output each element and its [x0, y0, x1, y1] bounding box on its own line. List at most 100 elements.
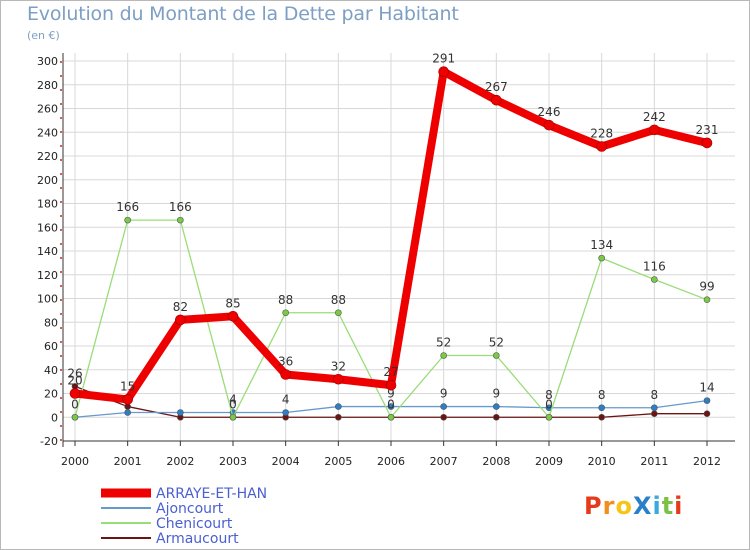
data-point-arraye-et-han [543, 119, 555, 131]
data-point-arraye-et-han [122, 394, 133, 405]
data-label-arraye-et-han: 85 [225, 296, 240, 310]
data-point-ajoncourt [335, 403, 342, 410]
data-point-chenicourt [440, 352, 447, 359]
data-label-ajoncourt: 8 [651, 388, 659, 402]
data-point-armaucourt [651, 410, 658, 417]
y-tick-label: 80 [44, 316, 58, 329]
x-tick-label: 2003 [219, 455, 247, 468]
x-tick-label: 2004 [272, 455, 300, 468]
data-point-arraye-et-han [596, 141, 607, 152]
data-label-ajoncourt: 9 [387, 387, 395, 401]
data-label-armaucourt: 26 [67, 366, 82, 380]
y-tick-label: 60 [44, 340, 58, 353]
data-point-arraye-et-han [438, 66, 449, 77]
legend-label-chenicourt: Chenicourt [156, 516, 233, 532]
y-tick-label: 220 [37, 150, 58, 163]
data-label-ajoncourt: 14 [699, 381, 714, 395]
data-label-ajoncourt: 4 [229, 393, 237, 407]
y-tick-label: 120 [37, 269, 58, 282]
data-point-chenicourt [124, 216, 131, 224]
x-tick-label: 2009 [535, 455, 563, 468]
y-tick-label: 240 [37, 126, 58, 139]
data-point-chenicourt [177, 216, 184, 224]
data-label-chenicourt: 0 [387, 397, 395, 411]
data-point-arraye-et-han [333, 373, 344, 385]
data-label-chenicourt: 134 [590, 238, 613, 252]
data-point-armaucourt [493, 413, 500, 421]
data-label-chenicourt: 88 [278, 293, 293, 307]
chart-subtitle: (en €) [27, 29, 60, 42]
data-point-ajoncourt [124, 409, 131, 416]
x-tick-label: 2006 [377, 455, 405, 468]
x-tick-label: 2002 [166, 455, 194, 468]
y-tick-label: 280 [37, 79, 58, 92]
data-label-arraye-et-han: 246 [538, 105, 561, 119]
data-point-chenicourt [387, 413, 395, 421]
plot-area [63, 53, 735, 441]
chart-title: Evolution du Montant de la Dette par Hab… [27, 3, 459, 25]
data-label-ajoncourt: 8 [598, 388, 606, 402]
y-tick-label: 100 [37, 293, 58, 306]
data-label-chenicourt: 88 [331, 293, 346, 307]
data-point-arraye-et-han [69, 388, 81, 399]
data-point-arraye-et-han [491, 94, 502, 106]
y-tick-label: 180 [37, 198, 58, 211]
data-point-chenicourt [703, 296, 711, 303]
x-tick-label: 2005 [324, 455, 352, 468]
x-tick-label: 2010 [588, 455, 616, 468]
data-point-ajoncourt [493, 403, 500, 410]
x-tick-label: 2011 [640, 455, 668, 468]
logo-letter: o [615, 492, 633, 520]
legend-label-ajoncourt: Ajoncourt [156, 501, 224, 517]
data-label-chenicourt: 52 [436, 336, 451, 350]
data-label-arraye-et-han: 291 [432, 52, 455, 66]
data-label-chenicourt: 52 [489, 336, 504, 350]
data-point-chenicourt [335, 309, 342, 317]
y-tick-label: 260 [37, 103, 58, 116]
data-point-chenicourt [545, 413, 553, 421]
logo-letter: r [602, 492, 616, 520]
y-tick-label: 160 [37, 221, 58, 234]
data-point-arraye-et-han [701, 137, 713, 149]
data-label-arraye-et-han: 231 [696, 123, 719, 137]
data-label-arraye-et-han: 228 [590, 127, 613, 141]
data-point-armaucourt [440, 413, 447, 421]
legend-label-armaucourt: Armaucourt [156, 531, 239, 547]
data-point-chenicourt [282, 309, 289, 317]
data-label-arraye-et-han: 27 [383, 365, 398, 379]
data-label-chenicourt: 0 [229, 397, 237, 411]
x-tick-label: 2000 [61, 455, 89, 468]
data-point-armaucourt [335, 413, 342, 421]
data-point-chenicourt [71, 413, 79, 421]
data-point-arraye-et-han [649, 124, 660, 136]
data-point-armaucourt [703, 410, 711, 417]
y-tick-label: 0 [51, 411, 58, 424]
y-tick-label: 300 [37, 55, 58, 68]
data-point-arraye-et-han [280, 369, 291, 380]
data-label-chenicourt: 116 [643, 260, 666, 274]
data-point-chenicourt [493, 352, 500, 359]
legend-label-arraye-et-han: ARRAYE-ET-HAN [156, 486, 267, 502]
data-point-armaucourt [598, 413, 605, 421]
data-point-ajoncourt [282, 409, 289, 416]
y-tick-label: 140 [37, 245, 58, 258]
data-point-ajoncourt [387, 403, 395, 410]
y-tick-label: 20 [44, 388, 58, 401]
data-point-ajoncourt [651, 404, 658, 412]
x-tick-label: 2001 [114, 455, 142, 468]
data-point-ajoncourt [440, 403, 447, 410]
data-point-chenicourt [651, 276, 658, 283]
data-point-ajoncourt [177, 409, 184, 416]
logo-letter: P [584, 492, 603, 520]
logo-letter: i [652, 492, 662, 520]
data-label-ajoncourt: 9 [440, 387, 448, 401]
x-tick-label: 2008 [482, 455, 510, 468]
logo-letter: X [632, 492, 653, 520]
data-label-chenicourt: 0 [71, 397, 79, 411]
data-label-arraye-et-han: 15 [120, 379, 135, 393]
data-label-chenicourt: 166 [116, 200, 139, 214]
data-label-arraye-et-han: 32 [331, 359, 346, 373]
data-label-arraye-et-han: 20 [67, 374, 82, 388]
data-point-ajoncourt [598, 404, 605, 412]
